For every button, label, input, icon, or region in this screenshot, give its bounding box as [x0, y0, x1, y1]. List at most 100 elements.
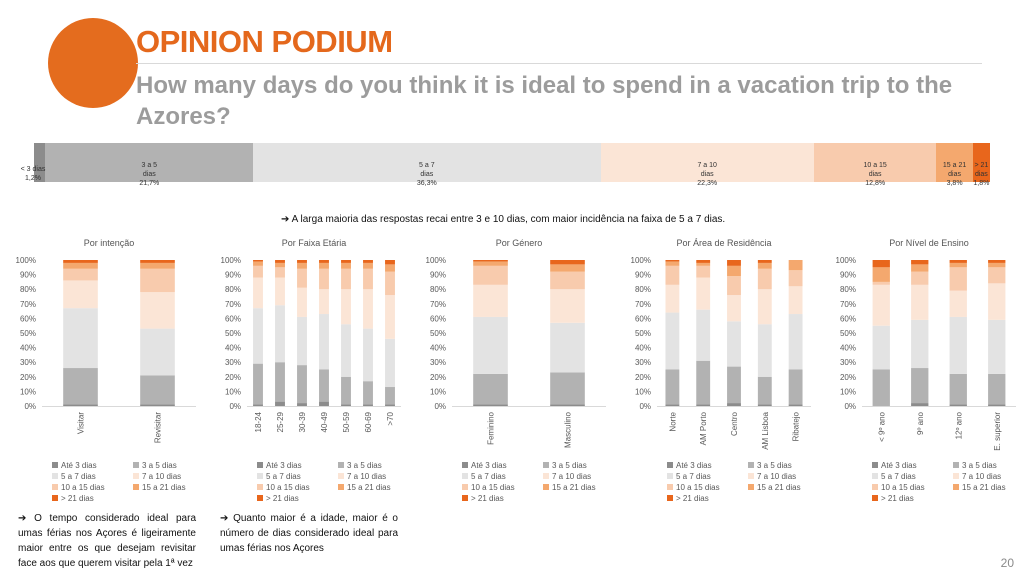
legend-swatch — [257, 484, 263, 490]
logo-circle — [48, 18, 138, 108]
legend-swatch — [872, 473, 878, 479]
bar-segment — [385, 338, 395, 388]
chart-title: Por Género — [496, 238, 543, 248]
legend-swatch — [953, 484, 959, 490]
legend-swatch — [872, 495, 878, 501]
bar-segment — [727, 265, 741, 277]
legend-label: 15 a 21 dias — [347, 483, 391, 492]
bar-segment — [63, 308, 98, 369]
bar-segment — [696, 277, 711, 310]
legend-label: > 21 dias — [676, 494, 709, 503]
overall-segment-text: dias — [948, 171, 961, 178]
bar-segment — [988, 260, 1006, 263]
bar-segment — [253, 277, 263, 309]
legend-label: Até 3 dias — [471, 461, 507, 470]
bar-segment — [988, 319, 1006, 374]
x-tick-label: E. superior — [993, 412, 1002, 451]
y-tick-label: 70% — [225, 300, 241, 309]
bar-segment — [872, 281, 890, 285]
y-tick-label: 70% — [840, 300, 856, 309]
bar-segment — [319, 401, 329, 406]
overall-segment-text: 1,8% — [973, 180, 990, 187]
bar-segment — [727, 403, 741, 406]
y-tick-label: 40% — [635, 344, 651, 353]
y-tick-label: 30% — [635, 358, 651, 367]
legend-swatch — [543, 473, 549, 479]
bar-segment — [473, 284, 508, 317]
overall-segment-text: 21,7% — [139, 180, 160, 187]
bar-segment — [988, 283, 1006, 320]
bar-segment — [275, 260, 285, 263]
chart-title: Por Área de Residência — [676, 238, 771, 248]
overall-segment-label: 5 a 7 dias 36,3% — [253, 161, 600, 188]
bar-segment — [319, 314, 329, 370]
y-tick-label: 10% — [840, 387, 856, 396]
legend-label: Até 3 dias — [266, 461, 302, 470]
y-tick-label: 60% — [840, 314, 856, 323]
chart-por-faixa-etaria: Por Faixa Etária 0% 10% 20% 30% 40% 50% 60% 70% 8… — [205, 236, 410, 511]
bar-segment — [341, 268, 351, 290]
legend-label: Até 3 dias — [61, 461, 97, 470]
legend-label: Até 3 dias — [676, 461, 712, 470]
legend-label: 5 a 7 dias — [266, 472, 301, 481]
bar-segment — [473, 265, 508, 285]
bar-segment — [473, 404, 508, 406]
bar-segment — [727, 366, 741, 404]
x-tick-label: Norte — [668, 411, 677, 431]
chart-svg: Por Género 0% 10% 20% 30% 40% 50% 60% 70% 80% 90% 1… — [426, 238, 606, 503]
y-tick-label: 100% — [631, 256, 651, 265]
x-tick-label: 12º ano — [954, 411, 963, 439]
bar-segment — [341, 262, 351, 269]
legend-label: 7 a 10 dias — [962, 472, 1001, 481]
legend-label: > 21 dias — [471, 494, 504, 503]
legend-swatch — [667, 462, 673, 468]
x-tick-label: 40-49 — [320, 411, 329, 432]
y-tick-label: 100% — [426, 256, 446, 265]
bar-segment — [341, 376, 351, 405]
legend-label: > 21 dias — [266, 494, 299, 503]
x-tick-label: 30-39 — [298, 411, 307, 432]
bar-segment — [696, 260, 711, 263]
overall-segment-text: 22,3% — [697, 180, 718, 187]
y-tick-label: 70% — [635, 300, 651, 309]
bar-segment — [788, 314, 803, 370]
bar-segment — [385, 271, 395, 296]
overall-segment-label: < 3 dias 1,2% — [18, 165, 48, 183]
bar-segment — [788, 369, 803, 405]
legend-swatch — [667, 484, 673, 490]
bar-segment — [140, 404, 175, 406]
bar-segment — [550, 322, 585, 373]
legend-swatch — [748, 484, 754, 490]
bar-segment — [872, 267, 890, 282]
bar-segment — [63, 262, 98, 269]
legend-swatch — [52, 462, 58, 468]
y-tick-label: 50% — [430, 329, 446, 338]
y-tick-label: 0% — [434, 402, 446, 411]
overall-segment-label: 15 a 21 dias 3,8% — [936, 161, 972, 188]
bar-segment — [385, 404, 395, 406]
legend-label: 7 a 10 dias — [347, 472, 386, 481]
legend-label: 5 a 7 dias — [881, 472, 916, 481]
bar-segment — [275, 362, 285, 402]
overall-segment-3 — [253, 143, 601, 182]
overall-segment-text: dias — [700, 171, 714, 178]
overall-segment-5 — [813, 143, 937, 182]
bar-segment — [911, 403, 929, 406]
legend-swatch — [462, 462, 468, 468]
summary-label: A larga maioria das respostas recai entr… — [291, 214, 726, 225]
bar-segment — [297, 365, 307, 404]
bar-segment — [140, 262, 175, 269]
overall-segment-label: 10 a 15 dias 12,8% — [814, 161, 936, 188]
overall-segment-4 — [600, 143, 814, 182]
bar-segment — [253, 261, 263, 266]
bar-segment — [297, 287, 307, 317]
legend-label: 3 a 5 dias — [347, 461, 382, 470]
legend-label: 15 a 21 dias — [552, 483, 596, 492]
bar-segment — [911, 271, 929, 285]
bar-segment — [949, 404, 967, 406]
legend-label: > 21 dias — [881, 494, 914, 503]
bar-segment — [363, 404, 373, 406]
y-tick-label: 50% — [225, 329, 241, 338]
chart-svg: Por Área de Residência 0% 10% 20% 30% 40% 50% 6… — [631, 238, 811, 503]
y-tick-label: 40% — [225, 344, 241, 353]
